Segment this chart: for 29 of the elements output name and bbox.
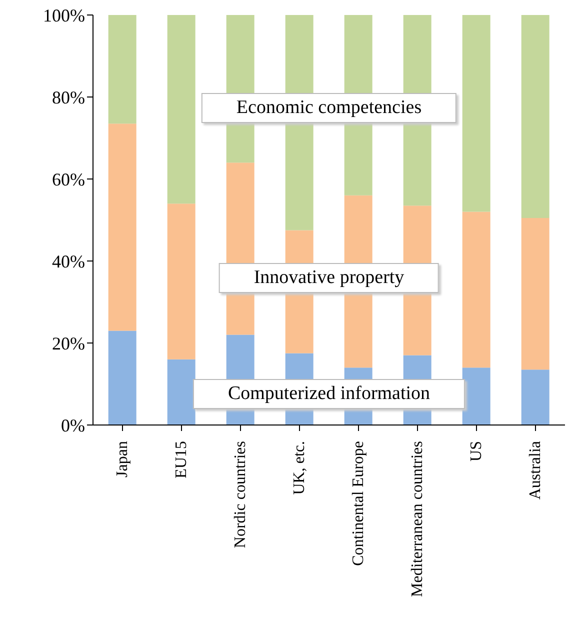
bar — [108, 330, 136, 425]
bar — [462, 15, 490, 212]
y-tick-label: 40% — [52, 251, 85, 272]
text-box: Innovative property — [218, 263, 440, 294]
bar — [462, 212, 490, 368]
y-tick-label: 80% — [52, 87, 85, 108]
bar — [108, 15, 136, 124]
x-tick-label: Mediterranean countries — [409, 441, 426, 597]
y-tick-label: 0% — [61, 415, 85, 436]
text-box: Computerized information — [192, 378, 466, 409]
bar — [462, 368, 490, 425]
bar — [167, 15, 196, 204]
bar — [521, 15, 550, 218]
x-tick-label: Continental Europe — [350, 441, 367, 566]
x-tick-label: UK, etc. — [291, 441, 308, 495]
x-tick-label: Australia — [527, 441, 544, 500]
y-tick-label: 100% — [43, 5, 85, 26]
bar — [521, 370, 550, 425]
x-tick-label: US — [468, 441, 485, 462]
text-box: Economic competencies — [201, 93, 457, 124]
bar — [167, 204, 196, 360]
x-tick-label: EU15 — [173, 441, 190, 478]
x-tick-label: Nordic countries — [232, 441, 249, 548]
y-tick-label: 20% — [52, 333, 85, 354]
y-tick-label: 60% — [52, 169, 85, 190]
bar — [167, 359, 196, 425]
x-tick-label: Japan — [114, 441, 131, 478]
bar — [108, 124, 136, 331]
bar — [521, 218, 550, 370]
